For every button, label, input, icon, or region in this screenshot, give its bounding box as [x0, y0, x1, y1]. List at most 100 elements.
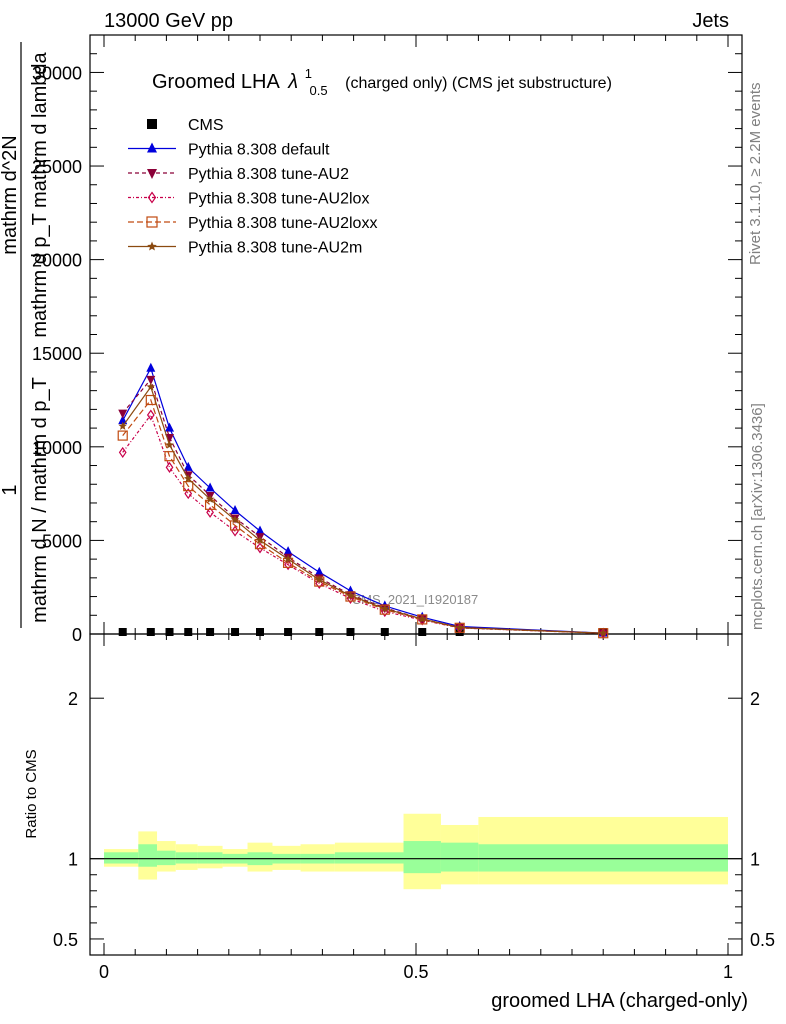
rivet-label: Rivet 3.1.10, ≥ 2.2M events — [747, 83, 764, 266]
ratio-y-tick-label-right: 0.5 — [750, 930, 775, 950]
data-point — [255, 525, 265, 535]
y-tick-label: 25000 — [32, 157, 82, 177]
title-suffix: (charged only) (CMS jet substructure) — [345, 75, 612, 92]
legend-label: Pythia 8.308 default — [188, 142, 330, 159]
data-point — [283, 554, 293, 563]
data-point — [380, 605, 389, 618]
ratio-y-tick-label: 0.5 — [53, 930, 78, 950]
legend-label: Pythia 8.308 tune-AU2lox — [188, 191, 369, 208]
ratio-band-inner — [197, 852, 223, 864]
ratio-uncertainty-bands — [104, 813, 728, 890]
data-point — [206, 506, 214, 518]
ratio-y-tick-label: 1 — [68, 850, 78, 870]
energy-label: 13000 GeV pp — [104, 10, 233, 32]
data-point — [165, 461, 174, 473]
ratio-y-tick-label-right: 2 — [750, 689, 760, 709]
ratio-band-inner — [440, 842, 479, 872]
data-point — [205, 494, 215, 503]
legend-item: Pythia 8.308 default — [128, 142, 330, 159]
data-point — [118, 446, 127, 458]
data-point — [146, 628, 155, 636]
y-tick-label: 0 — [72, 625, 82, 645]
ratio-panel-frame — [89, 633, 743, 956]
data-point — [147, 119, 157, 129]
data-point — [146, 375, 156, 385]
data-point — [165, 440, 174, 449]
data-point — [346, 628, 355, 636]
ratio-y-tick-label-right: 1 — [750, 850, 760, 870]
ratio-y-tick-label: 2 — [68, 689, 78, 709]
data-point — [205, 482, 215, 492]
data-point — [598, 628, 608, 637]
data-point — [165, 628, 174, 636]
mcplots-label: mcplots.cern.ch [arXiv:1306.3436] — [749, 403, 766, 630]
data-point — [314, 566, 324, 576]
data-point — [315, 575, 324, 584]
data-point — [283, 546, 293, 556]
data-point — [118, 421, 127, 430]
x-tick-label: 0 — [99, 962, 109, 982]
data-point — [117, 430, 128, 441]
data-point — [315, 628, 324, 636]
data-point — [146, 362, 156, 372]
legend-item: Pythia 8.308 tune-AU2loxx — [128, 215, 377, 232]
series-5 — [118, 382, 608, 637]
y-tick-label: 20000 — [32, 251, 82, 271]
y-tick-label: 30000 — [32, 63, 82, 83]
data-point — [184, 488, 193, 500]
ratio-band-inner — [403, 841, 441, 874]
data-series — [117, 362, 609, 639]
data-point — [147, 241, 157, 251]
data-point — [118, 628, 127, 636]
ylabel-numerator-one: 1 — [0, 484, 21, 495]
series-3 — [118, 409, 608, 639]
data-point — [346, 591, 355, 600]
legend-item: CMS — [147, 117, 224, 134]
data-point — [206, 628, 215, 636]
title-superscript: 1 — [305, 66, 312, 81]
ratio-band-inner — [157, 850, 176, 866]
data-point — [230, 515, 240, 524]
data-point — [418, 614, 427, 623]
data-point — [164, 451, 175, 462]
data-point — [118, 409, 128, 419]
y-tick-label: 10000 — [32, 438, 82, 458]
ratio-band-inner — [138, 844, 158, 867]
data-point — [184, 628, 193, 636]
data-point — [184, 474, 193, 483]
ylabel-numerator-d2n: mathrm d^2N — [0, 135, 21, 254]
data-point — [147, 169, 157, 179]
x-axis-label: groomed LHA (charged-only) — [491, 990, 748, 1012]
data-point — [146, 409, 155, 421]
ratio-band-inner — [175, 852, 198, 864]
data-point — [284, 559, 292, 571]
data-point — [418, 628, 427, 636]
legend-label: Pythia 8.308 tune-AU2 — [188, 166, 349, 183]
ratio-band-inner — [104, 852, 139, 864]
main-y-axis-label: 1 mathrm d N / mathrm d p_T mathrm d^2N … — [0, 42, 51, 628]
y-tick-label: 5000 — [42, 531, 82, 551]
legend: CMS Pythia 8.308 default Pythia 8.308 tune… — [128, 117, 377, 257]
data-point — [256, 542, 264, 554]
data-point — [146, 216, 158, 228]
data-point — [146, 382, 156, 391]
legend-label: Pythia 8.308 tune-AU2loxx — [188, 215, 377, 232]
data-point — [183, 461, 193, 471]
x-tick-label: 0.5 — [403, 962, 428, 982]
chart-title: Groomed LHA λ 1 0.5 (charged only) (CMS … — [152, 61, 612, 100]
data-point — [147, 191, 157, 204]
data-point — [284, 628, 293, 636]
data-point — [118, 415, 128, 425]
legend-item: Pythia 8.308 tune-AU2 — [128, 166, 349, 183]
series-line — [122, 413, 604, 634]
legend-item: Pythia 8.308 tune-AU2lox — [128, 191, 369, 208]
ratio-y-axis-label: Ratio to CMS — [23, 749, 40, 838]
ratio-band-inner — [478, 844, 728, 872]
ylabel-denominator-lambda: mathrm d p_T mathrm d lambda — [29, 51, 51, 337]
ratio-band-inner — [334, 852, 404, 864]
title-prefix: Groomed LHA — [152, 71, 280, 93]
analysis-watermark: CMS_2021_I1920187 — [352, 592, 479, 607]
axis-ticks: 0 0.5 1 0 5000 10000 15000 20000 25000 30000 0.5 0.… — [32, 34, 775, 982]
data-point — [380, 604, 390, 613]
